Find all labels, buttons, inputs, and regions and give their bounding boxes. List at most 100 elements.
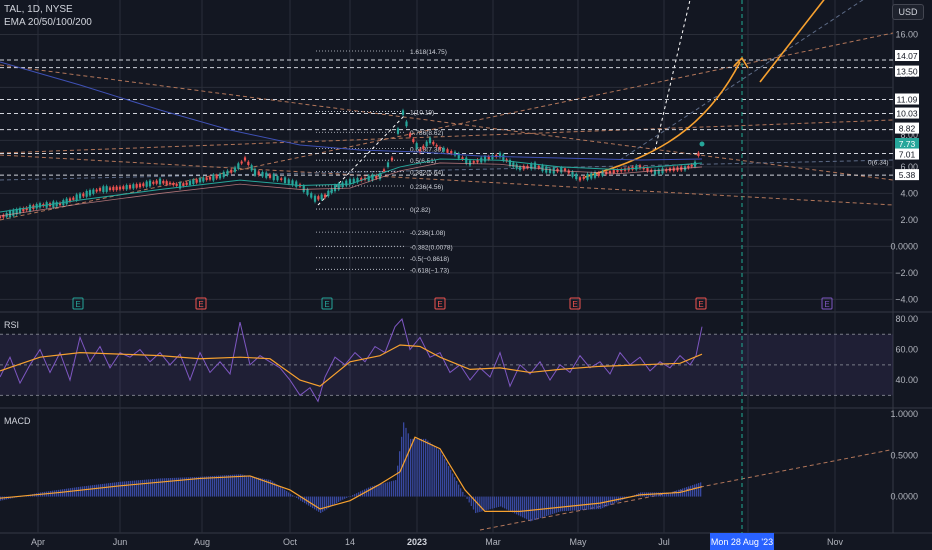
macd-histogram-bar — [260, 478, 262, 497]
macd-histogram-bar — [274, 482, 276, 497]
earnings-marker — [695, 297, 707, 310]
macd-histogram-bar — [468, 496, 470, 503]
macd-histogram-bar — [454, 477, 456, 497]
macd-histogram-bar — [384, 482, 386, 497]
macd-histogram-bar — [448, 466, 450, 497]
candle-body — [310, 193, 313, 198]
macd-histogram-bar — [694, 484, 696, 497]
macd-histogram-bar — [427, 440, 429, 497]
price-tick-label: 6.00 — [900, 162, 918, 172]
macd-histogram-bar — [114, 482, 116, 497]
macd-histogram-bar — [570, 496, 572, 511]
macd-histogram-bar — [90, 485, 92, 497]
candle-body — [218, 173, 222, 179]
macd-histogram-bar — [410, 438, 412, 497]
macd-histogram-bar — [226, 475, 228, 497]
macd-histogram-bar — [214, 475, 216, 497]
price-level-tag-bg — [895, 50, 919, 62]
candle-body — [616, 169, 619, 172]
macd-histogram-bar — [386, 482, 388, 497]
macd-histogram-bar — [388, 481, 391, 497]
candle-body — [348, 179, 352, 184]
candle-body — [85, 190, 88, 197]
candle-body — [578, 177, 582, 181]
macd-histogram-bar — [64, 488, 66, 497]
earnings-marker — [321, 297, 333, 310]
trend-line — [0, 159, 894, 181]
ema-long-line — [0, 61, 703, 161]
macd-histogram-bar — [698, 483, 700, 497]
macd-histogram-bar — [152, 479, 154, 497]
macd-histogram-bar — [158, 478, 160, 497]
macd-histogram-bar — [230, 474, 232, 497]
candle-body — [132, 184, 135, 189]
fib-level-label: -0.618(−1.73) — [410, 267, 449, 274]
candle-body — [371, 174, 374, 181]
trend-line — [0, 119, 894, 154]
macd-histogram-bar — [582, 496, 584, 511]
price-level-tag: 7.73 — [899, 139, 916, 149]
macd-histogram-bar — [262, 478, 264, 497]
macd-histogram-bar — [302, 496, 304, 502]
macd-histogram-bar — [66, 488, 68, 497]
candle-body — [155, 180, 158, 184]
candle-body — [582, 176, 585, 179]
macd-tick-label: 1.0000 — [890, 409, 918, 419]
candle-body — [382, 169, 386, 172]
macd-histogram-bar — [128, 481, 130, 497]
macd-histogram-bar — [178, 477, 180, 497]
fib-right-note: 0(6.34) — [868, 159, 889, 166]
candle-body — [476, 159, 479, 163]
fib-level-label: 0.382(5.64) — [410, 170, 443, 177]
crosshair-date-badge — [710, 533, 774, 550]
candle-body — [152, 181, 155, 184]
candle-body — [287, 179, 290, 184]
macd-histogram-bar — [584, 496, 586, 510]
macd-histogram-bar — [336, 496, 338, 504]
candle-body — [125, 185, 128, 190]
price-level-tag: 8.82 — [899, 124, 916, 134]
macd-histogram-bar — [458, 484, 460, 497]
macd-histogram-bar — [506, 496, 508, 510]
macd-histogram-bar — [672, 491, 674, 497]
macd-histogram-bar — [326, 496, 328, 510]
macd-histogram-bar — [444, 458, 446, 497]
macd-histogram-bar — [120, 481, 122, 497]
macd-histogram-bar — [180, 477, 182, 497]
candle-body — [657, 169, 660, 174]
macd-histogram-bar — [530, 496, 532, 522]
macd-histogram-bar — [276, 484, 278, 497]
macd-histogram-bar — [124, 481, 126, 497]
macd-histogram-bar — [374, 485, 376, 497]
candle-body — [508, 160, 512, 166]
macd-histogram-bar — [70, 488, 72, 497]
candle-body — [665, 169, 668, 172]
macd-histogram-bar — [491, 496, 493, 509]
candle-body — [302, 185, 305, 192]
candle-body — [418, 149, 422, 153]
candle-body — [330, 188, 333, 193]
rsi-tick-label: 80.00 — [895, 314, 918, 324]
macd-histogram-bar — [558, 496, 560, 513]
candle-body — [257, 171, 260, 176]
candle-body — [408, 133, 412, 137]
macd-histogram-bar — [100, 484, 102, 497]
symbol-legend[interactable]: TAL, 1D, NYSE EMA 20/50/100/200 — [4, 3, 92, 29]
candle-body — [280, 178, 283, 181]
macd-histogram-bar — [668, 492, 670, 497]
macd-histogram-bar — [144, 479, 146, 497]
macd-histogram-bar — [487, 496, 489, 510]
earnings-marker — [434, 297, 446, 310]
candle-body — [247, 161, 250, 166]
macd-histogram-bar — [154, 478, 156, 497]
macd-histogram-bar — [700, 482, 702, 497]
fib-level-label: 0.236(4.56) — [410, 184, 443, 191]
candle-body — [102, 186, 105, 193]
candle-body — [396, 128, 400, 134]
macd-histogram-bar — [420, 438, 423, 497]
currency-button[interactable]: USD — [892, 4, 924, 20]
macd-tick-label: 0.5000 — [890, 450, 918, 460]
macd-histogram-bar — [206, 476, 208, 497]
macd-histogram-bar — [138, 480, 140, 497]
